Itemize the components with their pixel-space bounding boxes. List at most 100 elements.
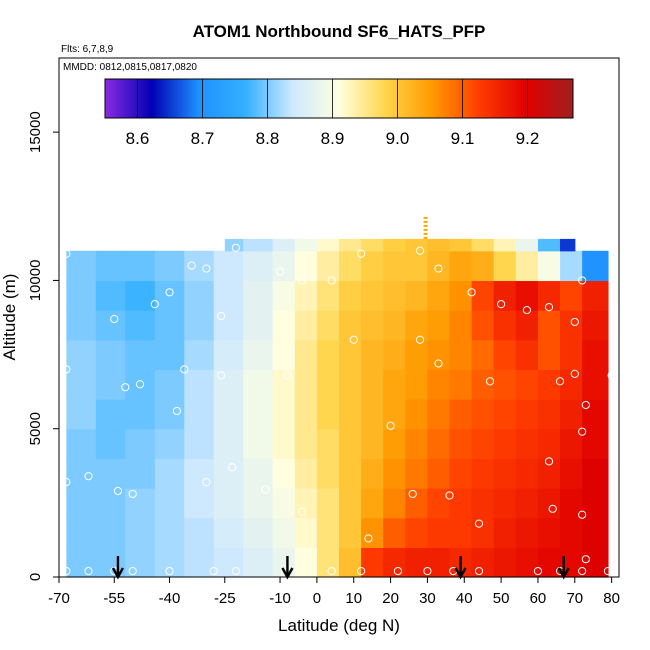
heatmap-cell — [272, 310, 296, 341]
sample-point — [555, 377, 565, 386]
heatmap-cell — [243, 369, 274, 400]
heatmap-cell — [493, 250, 517, 282]
heatmap-cell — [243, 547, 274, 578]
heatmap-cell — [515, 310, 539, 341]
heatmap-cell — [537, 547, 561, 578]
heatmap-cell — [184, 280, 215, 311]
heatmap-cell — [243, 517, 274, 548]
heatmap-cell — [184, 428, 215, 459]
heatmap-cell — [537, 310, 561, 341]
heatmap-cell — [582, 517, 609, 548]
heatmap-cell — [383, 369, 406, 400]
heatmap-cell — [95, 428, 126, 459]
sample-point — [607, 371, 616, 380]
heatmap-cell — [383, 458, 406, 489]
heatmap-cell — [427, 339, 451, 370]
heatmap-cell — [294, 399, 318, 430]
sample-points — [62, 240, 616, 576]
heatmap-cell — [339, 369, 362, 400]
heatmap-cell — [316, 428, 340, 459]
heatmap-cell — [427, 238, 451, 252]
sample-point — [121, 383, 130, 392]
heatmap-cell — [537, 280, 561, 311]
heatmap-cell — [537, 250, 561, 282]
sample-point — [62, 477, 71, 487]
sample-point — [62, 249, 71, 258]
heatmap-cell — [95, 517, 126, 548]
heatmap-cell — [405, 339, 429, 370]
heatmap-cell — [449, 369, 473, 400]
heatmap-cell — [294, 458, 318, 489]
heatmap-cell — [449, 250, 473, 282]
y-axis-label: Altitude (m) — [0, 274, 19, 361]
colorbar-tick-label: 8.9 — [321, 129, 345, 148]
heatmap-cell — [405, 250, 429, 282]
heatmap-cell — [339, 428, 362, 459]
sample-point — [275, 267, 285, 276]
sample-point — [364, 534, 373, 543]
heatmap-cell — [339, 517, 362, 548]
heatmap-cell — [471, 488, 495, 519]
heatmap-cell — [361, 310, 384, 341]
heatmap-cell — [213, 250, 244, 282]
heatmap-cell — [582, 428, 609, 459]
heatmap-cell — [493, 339, 517, 370]
x-tick-label: 80 — [603, 590, 620, 607]
heatmap-cell — [213, 369, 244, 400]
sample-point — [581, 555, 590, 564]
heatmap-cell — [582, 488, 609, 519]
heatmap-cell — [224, 238, 244, 252]
heatmap-cell — [125, 458, 156, 489]
heatmap-cell — [339, 339, 362, 370]
sample-point — [578, 510, 587, 519]
heatmap-cell — [560, 339, 583, 370]
heatmap-cell — [383, 238, 406, 252]
heatmap-cell — [582, 399, 609, 430]
sample-point — [298, 276, 307, 285]
heatmap — [66, 238, 609, 578]
x-tick-label: -10 — [269, 590, 291, 607]
heatmap-cell — [184, 399, 215, 430]
heatmap-cell — [493, 238, 517, 252]
heatmap-cell — [125, 547, 156, 578]
heatmap-cell — [294, 310, 318, 341]
heatmap-cell — [427, 517, 451, 548]
sample-point — [135, 380, 145, 389]
sample-point — [62, 566, 71, 576]
heatmap-cell — [294, 547, 318, 578]
colorbar-tick-label: 8.7 — [191, 129, 215, 148]
sample-point — [533, 566, 543, 576]
heatmap-cell — [493, 280, 517, 311]
x-axis: -70 -55 -40 -25 -10 0 10 20 30 40 50 60 70 80 — [48, 577, 620, 607]
y-tick-label: 15000 — [27, 111, 44, 153]
sample-point — [327, 276, 336, 285]
x-tick-label: -40 — [159, 590, 181, 607]
heatmap-cell — [361, 369, 384, 400]
heatmap-cell — [339, 547, 362, 578]
flights-subtitle: Flts: 6,7,8,9 — [61, 44, 114, 55]
sample-point — [497, 300, 506, 309]
sample-point — [544, 457, 554, 466]
heatmap-cell — [449, 238, 473, 252]
heatmap-cell — [383, 517, 406, 548]
heatmap-cell — [582, 339, 609, 370]
sample-point — [128, 566, 137, 576]
x-axis-label: Latitude (deg N) — [278, 616, 400, 635]
heatmap-cell — [537, 517, 561, 548]
heatmap-cell — [272, 339, 296, 370]
sample-point — [84, 472, 93, 481]
heatmap-cell — [272, 547, 296, 578]
heatmap-cell — [449, 280, 473, 311]
heatmap-cell — [449, 517, 473, 548]
heatmap-cell — [95, 250, 126, 282]
chart-title: ATOM1 Northbound SF6_HATS_PFP — [193, 22, 486, 41]
heatmap-cell — [449, 428, 473, 459]
heatmap-cell — [125, 339, 156, 370]
sample-point — [544, 303, 554, 312]
heatmap-cell — [493, 310, 517, 341]
heatmap-cell — [493, 399, 517, 430]
heatmap-cell — [405, 547, 429, 578]
heatmap-cell — [316, 310, 340, 341]
sample-point — [408, 489, 417, 499]
heatmap-cell — [125, 428, 156, 459]
